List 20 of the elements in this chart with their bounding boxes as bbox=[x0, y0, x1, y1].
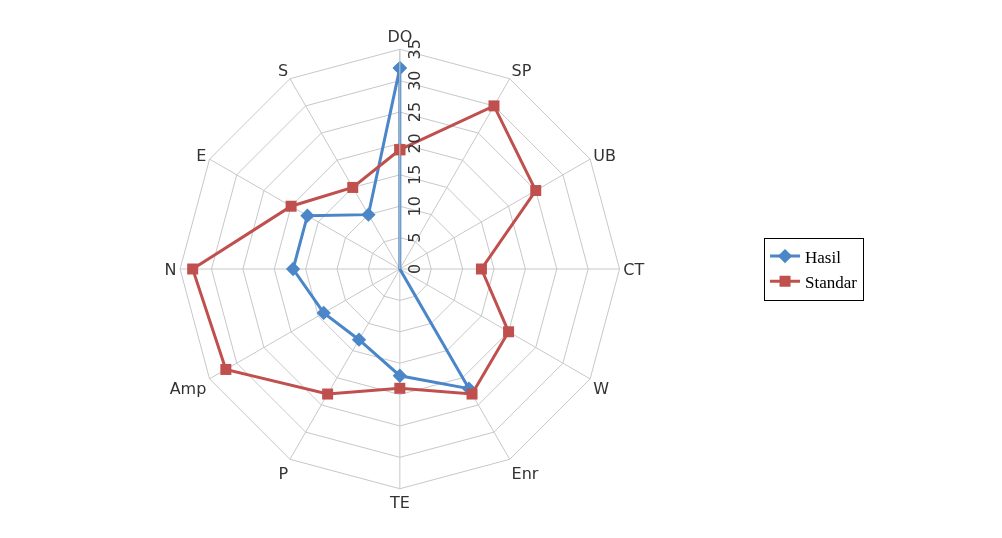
spoke-label: CT bbox=[623, 259, 645, 279]
spoke-label: Amp bbox=[169, 378, 207, 398]
y-tick-label: 5 bbox=[404, 232, 424, 243]
y-tick-label: 0 bbox=[404, 263, 424, 275]
y-tick-label: 15 bbox=[404, 164, 424, 186]
spoke-label: S bbox=[277, 60, 289, 80]
legend-label: Hasil bbox=[805, 247, 842, 267]
legend-label: Standar bbox=[805, 272, 858, 292]
spoke-label: Enr bbox=[511, 464, 539, 484]
y-tick-label: 25 bbox=[404, 101, 424, 123]
spoke-label: E bbox=[196, 145, 207, 165]
y-tick-label: 20 bbox=[404, 133, 424, 154]
spoke-label: UB bbox=[593, 145, 617, 165]
spoke-label: TE bbox=[388, 493, 410, 513]
y-tick-label: 30 bbox=[404, 70, 424, 91]
spoke-label: P bbox=[278, 464, 289, 484]
y-tick-label: 10 bbox=[404, 196, 424, 217]
spoke-label: N bbox=[164, 259, 177, 279]
spoke-label: W bbox=[593, 378, 610, 398]
spoke-label: SP bbox=[511, 60, 532, 80]
